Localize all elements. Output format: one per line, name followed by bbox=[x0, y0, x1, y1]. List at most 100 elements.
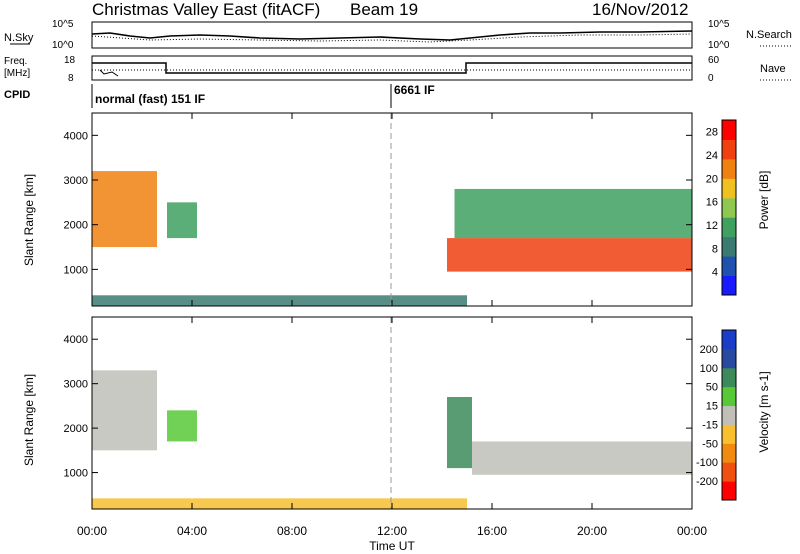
nave-spike bbox=[99, 69, 119, 77]
nsky-label: N.Sky bbox=[4, 32, 34, 44]
cpid-row: CPID normal (fast) 151 IF 6661 IF bbox=[4, 83, 435, 108]
cpid-label: CPID bbox=[4, 89, 30, 101]
y-tick-label: 1000 bbox=[64, 264, 88, 276]
nave-label: Nave bbox=[760, 63, 786, 75]
x-tick-label: 00:00 bbox=[677, 524, 707, 538]
velocity-panel: 1000 2000 3000 4000 Slant Range [km] 200 100… bbox=[22, 316, 771, 510]
power-colorbar-segment bbox=[722, 275, 736, 296]
velocity-region bbox=[92, 370, 157, 451]
velocity-colorbar-tick: 100 bbox=[700, 363, 718, 375]
date-label: 16/Nov/2012 bbox=[592, 0, 688, 19]
velocity-colorbar-label: Velocity [m s-1] bbox=[757, 371, 771, 452]
y-tick-label: 2000 bbox=[64, 220, 88, 232]
velocity-colorbar-segment bbox=[722, 348, 736, 369]
y-tick-label: 1000 bbox=[64, 468, 88, 480]
nave-tick-bottom: 0 bbox=[708, 73, 714, 84]
velocity-colorbar-frame bbox=[721, 329, 737, 501]
nsky-panel: N.Sky 10^5 10^0 10^5 10^0 N.Search bbox=[4, 19, 792, 51]
y-tick-label: 3000 bbox=[64, 379, 88, 391]
power-colorbar-segment bbox=[722, 120, 736, 140]
power-ylabel: Slant Range [km] bbox=[22, 174, 36, 266]
velocity-colorbar-tick: -100 bbox=[696, 457, 718, 469]
nsky-trace bbox=[91, 30, 693, 41]
xaxis-label: Time UT bbox=[369, 539, 415, 553]
cpid-mode-1: normal (fast) 151 IF bbox=[95, 92, 205, 106]
velocity-region bbox=[92, 498, 467, 509]
freq-tick-top: 18 bbox=[64, 55, 76, 66]
power-colorbar-segment bbox=[722, 197, 736, 218]
beam-label: Beam 19 bbox=[350, 0, 418, 19]
nsky-tick-bottom: 10^0 bbox=[52, 40, 74, 51]
y-tick-label: 4000 bbox=[64, 334, 88, 346]
velocity-colorbar-tick: 200 bbox=[700, 344, 718, 356]
power-colorbar-tick: 4 bbox=[712, 267, 718, 279]
power-colorbar-tick: 24 bbox=[706, 150, 718, 162]
power-region-layer bbox=[92, 171, 692, 306]
nsearch-trace bbox=[91, 33, 693, 43]
chart-title: Christmas Valley East (fitACF) bbox=[92, 0, 320, 19]
power-panel: 1000 2000 3000 4000 Slant Range [km] 4 8 12 16… bbox=[22, 112, 771, 307]
power-colorbar-label: Power [dB] bbox=[757, 171, 771, 230]
x-tick-label: 04:00 bbox=[177, 524, 207, 538]
y-tick-label: 2000 bbox=[64, 423, 88, 435]
power-colorbar-segment bbox=[722, 178, 736, 199]
power-colorbar-tick: 20 bbox=[706, 173, 718, 185]
nsearch-tick-bottom: 10^0 bbox=[708, 40, 730, 51]
y-tick-label: 3000 bbox=[64, 175, 88, 187]
power-colorbar-segment bbox=[722, 139, 736, 160]
nsearch-label: N.Search bbox=[746, 29, 792, 41]
power-region bbox=[92, 171, 157, 248]
velocity-colorbar-tick: -200 bbox=[696, 476, 718, 488]
power-region bbox=[447, 238, 692, 272]
power-colorbar: 4 8 12 16 20 24 28 bbox=[706, 119, 737, 296]
velocity-region bbox=[447, 397, 472, 469]
y-tick-label: 4000 bbox=[64, 130, 88, 142]
x-tick-label: 12:00 bbox=[377, 524, 407, 538]
time-axis: 00:00 04:00 08:00 12:00 16:00 20:00 00:00 bbox=[77, 113, 707, 538]
velocity-colorbar-segment bbox=[722, 330, 736, 350]
freq-tick-bottom: 8 bbox=[68, 73, 74, 84]
freq-label-1: Freq. bbox=[4, 56, 27, 67]
x-tick-label: 16:00 bbox=[477, 524, 507, 538]
velocity-y-axis: 1000 2000 3000 4000 bbox=[64, 334, 692, 480]
velocity-colorbar-segment bbox=[722, 386, 736, 407]
velocity-colorbar-tick: -50 bbox=[702, 438, 718, 450]
power-y-axis: 1000 2000 3000 4000 bbox=[64, 130, 692, 276]
power-colorbar-segment bbox=[722, 158, 736, 179]
power-region bbox=[167, 202, 197, 239]
x-tick-label: 00:00 bbox=[77, 524, 107, 538]
freq-trace bbox=[92, 62, 692, 74]
x-tick-label: 08:00 bbox=[277, 524, 307, 538]
velocity-colorbar-segment bbox=[722, 367, 736, 388]
velocity-colorbar-tick: 15 bbox=[706, 401, 718, 413]
power-colorbar-frame bbox=[721, 119, 737, 296]
power-colorbar-segment bbox=[722, 236, 736, 257]
nave-tick-top: 60 bbox=[708, 55, 720, 66]
velocity-ylabel: Slant Range [km] bbox=[22, 374, 36, 466]
velocity-colorbar-segment bbox=[722, 443, 736, 463]
power-region bbox=[454, 188, 692, 239]
power-colorbar-segment bbox=[722, 217, 736, 238]
velocity-colorbar-segment bbox=[722, 424, 736, 444]
velocity-colorbar-segment bbox=[722, 462, 736, 482]
freq-panel: Freq. [MHz] 18 8 60 0 Nave bbox=[4, 55, 792, 84]
velocity-colorbar-tick: -15 bbox=[702, 419, 718, 431]
velocity-region bbox=[167, 410, 197, 442]
nsky-tick-top: 10^5 bbox=[52, 19, 74, 30]
nsearch-tick-top: 10^5 bbox=[708, 19, 730, 30]
cpid-mode-2: 6661 IF bbox=[394, 83, 435, 97]
velocity-region-layer bbox=[92, 370, 692, 509]
power-colorbar-tick: 12 bbox=[706, 220, 718, 232]
velocity-colorbar-tick: 50 bbox=[706, 382, 718, 394]
power-colorbar-segment bbox=[722, 256, 736, 277]
velocity-colorbar-segment bbox=[722, 405, 736, 425]
power-colorbar-tick: 8 bbox=[712, 243, 718, 255]
velocity-colorbar: 200 100 50 15 -15 -50 -100 -200 bbox=[696, 329, 737, 501]
velocity-region bbox=[472, 441, 692, 475]
power-colorbar-tick: 28 bbox=[706, 127, 718, 139]
x-tick-label: 20:00 bbox=[577, 524, 607, 538]
power-colorbar-tick: 16 bbox=[706, 197, 718, 209]
velocity-colorbar-segment bbox=[722, 481, 736, 501]
power-region bbox=[92, 295, 467, 306]
